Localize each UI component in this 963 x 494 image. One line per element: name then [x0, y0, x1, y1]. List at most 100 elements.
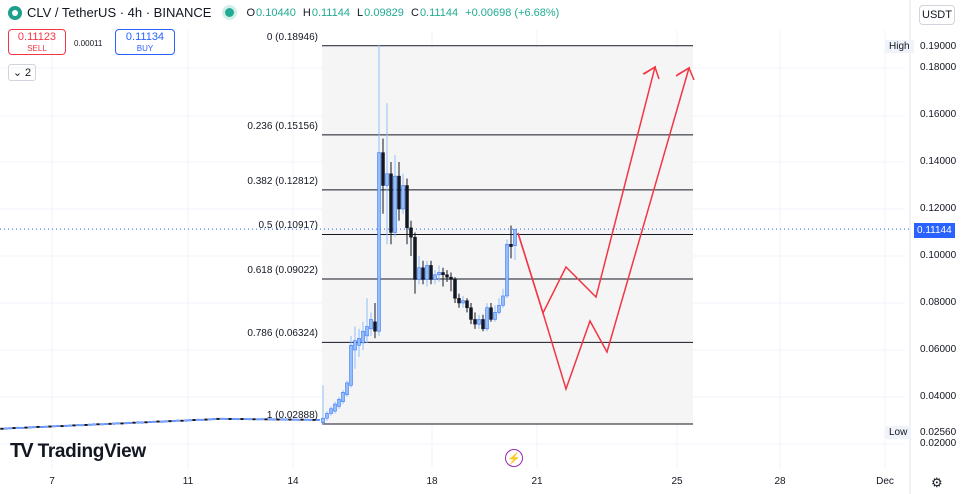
- candle-body: [220, 417, 224, 420]
- candle-body: [216, 417, 220, 420]
- ohlc-values: O0.10440 H0.11144 L0.09829 C0.11144 +0.0…: [246, 6, 560, 19]
- candle-body: [405, 185, 409, 229]
- candle-body: [329, 408, 333, 414]
- current-price-tag: 0.11144: [914, 223, 955, 238]
- candle-body: [100, 423, 104, 426]
- candle-body: [172, 419, 176, 422]
- candle-body: [401, 185, 405, 210]
- candle-body: [300, 418, 304, 421]
- candle-body: [268, 418, 272, 421]
- candle-body: [264, 418, 268, 421]
- price-tick-label: 0.16000: [920, 109, 957, 120]
- spread-value: 0.00011: [74, 39, 103, 48]
- candle-body: [292, 418, 296, 421]
- lightning-icon[interactable]: ⚡: [505, 449, 523, 467]
- candle-body: [341, 392, 345, 402]
- candle-body: [12, 427, 16, 430]
- gear-icon[interactable]: ⚙: [931, 475, 943, 490]
- candle-body: [489, 307, 493, 320]
- time-tick-label: 28: [774, 476, 786, 487]
- candle-body: [389, 173, 393, 233]
- currency-select[interactable]: USDT: [919, 5, 955, 25]
- candle-body: [429, 265, 433, 280]
- candle-body: [236, 418, 240, 421]
- fib-level-label: 0.786 (0.06324): [247, 328, 318, 340]
- tradingview-logo-icon: TV: [10, 440, 34, 462]
- candle-body: [0, 427, 4, 430]
- candle-body: [96, 423, 100, 426]
- candle-body: [4, 427, 8, 430]
- candle-body: [72, 424, 76, 427]
- candle-body: [16, 426, 20, 429]
- candle-body: [108, 422, 112, 425]
- candle-body: [433, 274, 437, 280]
- tradingview-logo[interactable]: TV TradingView: [10, 440, 146, 462]
- candle-body: [156, 420, 160, 423]
- indicators-toggle-button[interactable]: ⌄ 2: [8, 64, 36, 81]
- candle-body: [152, 420, 156, 423]
- fib-level-label: 0.382 (0.12812): [247, 175, 318, 187]
- candle-body: [321, 417, 325, 424]
- candle-body: [224, 417, 228, 420]
- candle-body: [128, 421, 132, 424]
- candle-body: [337, 399, 341, 407]
- price-tick-label: 0.14000: [920, 156, 957, 167]
- candle-body: [196, 418, 200, 421]
- candle-body: [284, 418, 288, 421]
- candle-body: [445, 274, 449, 278]
- time-tick-label: 14: [287, 476, 299, 487]
- candle-body: [513, 228, 517, 246]
- candle-body: [493, 312, 497, 320]
- candle-body: [421, 267, 425, 280]
- fib-level-label: 0.236 (0.15156): [247, 120, 318, 132]
- candle-body: [505, 244, 509, 297]
- candle-body: [40, 426, 44, 428]
- time-tick-label: 21: [531, 476, 543, 487]
- candle-body: [148, 421, 152, 424]
- candle-body: [373, 321, 377, 332]
- candle-body: [64, 424, 68, 427]
- candle-body: [92, 423, 96, 426]
- candle-body: [160, 420, 164, 423]
- candle-body: [385, 173, 389, 186]
- candle-body: [132, 421, 136, 424]
- candle-body: [312, 418, 316, 421]
- time-tick-label: 18: [426, 476, 438, 487]
- candle-body: [104, 423, 108, 426]
- candle-body: [24, 426, 28, 429]
- sell-button[interactable]: 0.11123 SELL: [8, 29, 66, 55]
- price-tick-label: 0.18000: [920, 62, 957, 73]
- candle-body: [76, 424, 80, 427]
- candle-body: [228, 418, 232, 420]
- price-tick-label: 0.10000: [920, 250, 957, 261]
- price-tick-label: 0.02000: [920, 438, 957, 449]
- candle-body: [365, 326, 369, 337]
- candle-body: [357, 338, 361, 346]
- candle-body: [308, 418, 312, 421]
- time-tick-label: 11: [182, 476, 194, 487]
- buy-button[interactable]: 0.11134 BUY: [115, 29, 175, 55]
- candle-body: [244, 418, 248, 421]
- candle-body: [32, 426, 36, 429]
- candle-body: [164, 420, 168, 423]
- candle-body: [8, 427, 12, 430]
- candle-body: [477, 319, 481, 325]
- candle-body: [240, 418, 244, 420]
- price-tick-label: 0.08000: [920, 297, 957, 308]
- candle-body: [461, 300, 465, 304]
- symbol-title[interactable]: CLV / TetherUS · 4h · BINANCE: [27, 5, 212, 20]
- price-tick-label: 0.12000: [920, 203, 957, 214]
- low-value: 0.02560: [920, 427, 957, 438]
- candle-body: [288, 418, 292, 421]
- candle-body: [296, 418, 300, 421]
- candle-body: [248, 418, 252, 421]
- candle-body: [20, 426, 24, 429]
- candle-body: [120, 422, 124, 425]
- candle-body: [192, 419, 196, 421]
- candle-body: [397, 175, 401, 210]
- candle-body: [369, 319, 373, 330]
- candle-body: [272, 418, 276, 421]
- candle-body: [232, 418, 236, 420]
- candle-body: [140, 421, 144, 424]
